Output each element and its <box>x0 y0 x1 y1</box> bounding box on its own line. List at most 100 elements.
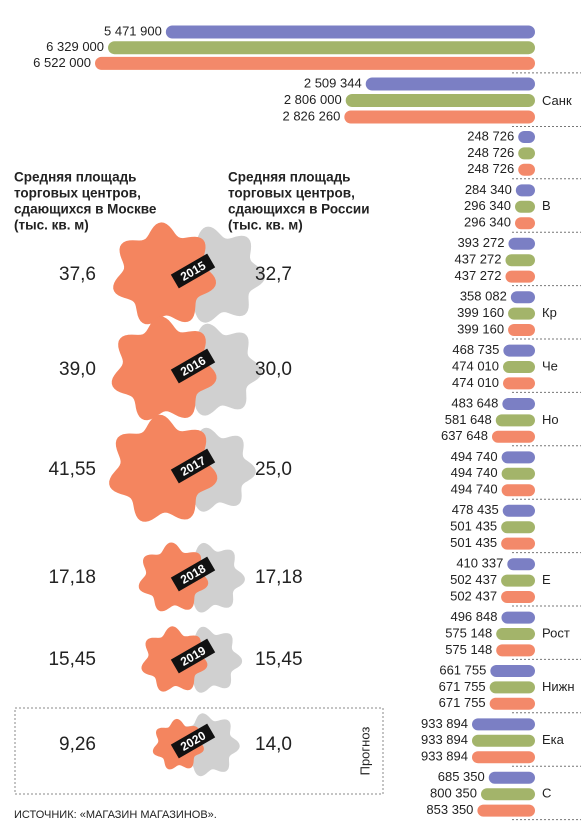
bar-value: 853 350 <box>426 802 473 817</box>
bar <box>502 451 535 463</box>
city-label: Нижн <box>542 679 575 694</box>
bar-value: 6 522 000 <box>33 55 91 70</box>
bar-value: 800 350 <box>430 786 477 801</box>
bar-value: 501 435 <box>450 535 497 550</box>
bar <box>501 591 535 603</box>
bar-value: 2 509 344 <box>304 75 362 90</box>
bar <box>518 131 535 143</box>
bar-value: 661 755 <box>439 662 486 677</box>
russia-value: 32,7 <box>255 264 292 285</box>
city-label: С <box>542 786 551 801</box>
russia-value: 15,45 <box>255 649 303 670</box>
bar <box>503 361 535 373</box>
source: ИСТОЧНИК: «МАГАЗИН МАГАЗИНОВ». <box>14 809 217 821</box>
bar <box>508 308 535 320</box>
russia-value: 14,0 <box>255 734 292 755</box>
russia-value: 25,0 <box>255 459 292 480</box>
bar <box>481 788 535 800</box>
bar <box>508 238 535 250</box>
moscow-value: 9,26 <box>59 734 96 755</box>
bar-value: 248 726 <box>467 128 514 143</box>
bar <box>511 291 535 303</box>
moscow-value: 17,18 <box>48 567 96 588</box>
bar <box>490 681 535 693</box>
bar <box>366 78 535 91</box>
bar <box>472 718 535 730</box>
bar <box>501 538 535 550</box>
bar-value: 474 010 <box>452 375 499 390</box>
bar <box>518 164 535 176</box>
header-line: (тыс. кв. м) <box>228 218 303 233</box>
header-line: (тыс. кв. м) <box>14 218 89 233</box>
bar <box>166 26 535 39</box>
bar <box>503 505 535 517</box>
city-label: Кр <box>542 305 557 320</box>
bar-value: 296 340 <box>464 198 511 213</box>
bar <box>505 254 535 266</box>
bar-value: 671 755 <box>439 695 486 710</box>
city-label: Е <box>542 572 551 587</box>
bar <box>472 735 535 747</box>
bar-value: 637 648 <box>441 428 488 443</box>
bar <box>516 184 535 196</box>
bar <box>502 484 535 496</box>
bar-value: 933 894 <box>421 716 468 731</box>
bar <box>515 217 535 229</box>
bar-value: 483 648 <box>451 395 498 410</box>
bar <box>501 521 535 533</box>
moscow-value: 41,55 <box>48 459 96 480</box>
bar-value: 494 740 <box>451 482 498 497</box>
bar-value: 581 648 <box>445 412 492 427</box>
bar-value: 437 272 <box>454 268 501 283</box>
bar-value: 2 826 260 <box>282 108 340 123</box>
city-label: Че <box>542 358 558 373</box>
bar <box>496 644 535 656</box>
bar <box>496 414 535 426</box>
bar-value: 284 340 <box>465 182 512 197</box>
bar-value: 6 329 000 <box>46 39 104 54</box>
russia-value: 17,18 <box>255 567 303 588</box>
header-line: сдающихся в России <box>228 202 370 217</box>
bar <box>503 345 535 357</box>
header-line: сдающихся в Москве <box>14 202 157 217</box>
bar-value: 399 160 <box>457 321 504 336</box>
bar-value: 468 735 <box>452 342 499 357</box>
bar <box>518 147 535 159</box>
page: Прогноз ИСТОЧНИК: «МАГАЗИН МАГАЗИНОВ». С… <box>0 0 581 825</box>
bar <box>477 805 535 817</box>
bar-value: 478 435 <box>452 502 499 517</box>
city-label: Рост <box>542 625 570 640</box>
bar-value: 494 740 <box>451 449 498 464</box>
header-line: Средняя площадь <box>228 170 350 185</box>
bar-value: 494 740 <box>451 465 498 480</box>
bar-value: 496 848 <box>450 609 497 624</box>
bar-value: 358 082 <box>460 289 507 304</box>
bar <box>501 575 535 587</box>
infographic: Прогноз ИСТОЧНИК: «МАГАЗИН МАГАЗИНОВ». С… <box>0 0 581 825</box>
bar-value: 296 340 <box>464 215 511 230</box>
bar <box>502 398 535 410</box>
bar-value: 410 337 <box>456 556 503 571</box>
bar <box>472 751 535 763</box>
bar-value: 502 437 <box>450 588 497 603</box>
bar-value: 437 272 <box>454 252 501 267</box>
bar <box>492 431 535 443</box>
moscow-value: 37,6 <box>59 264 96 285</box>
bar-value: 575 148 <box>445 642 492 657</box>
bar <box>508 324 535 336</box>
russia-value: 30,0 <box>255 359 292 380</box>
bar-value: 671 755 <box>439 679 486 694</box>
bar <box>496 628 535 640</box>
bar <box>108 41 535 54</box>
bar <box>490 665 535 677</box>
bar-value: 502 437 <box>450 572 497 587</box>
bar-value: 248 726 <box>467 161 514 176</box>
bar <box>502 468 535 480</box>
bar-value: 248 726 <box>467 145 514 160</box>
city-label: Но <box>542 412 559 427</box>
bar-value: 399 160 <box>457 305 504 320</box>
bar <box>515 201 535 213</box>
header-line: торговых центров, <box>14 186 141 201</box>
bar-value: 933 894 <box>421 749 468 764</box>
bar <box>489 772 535 784</box>
